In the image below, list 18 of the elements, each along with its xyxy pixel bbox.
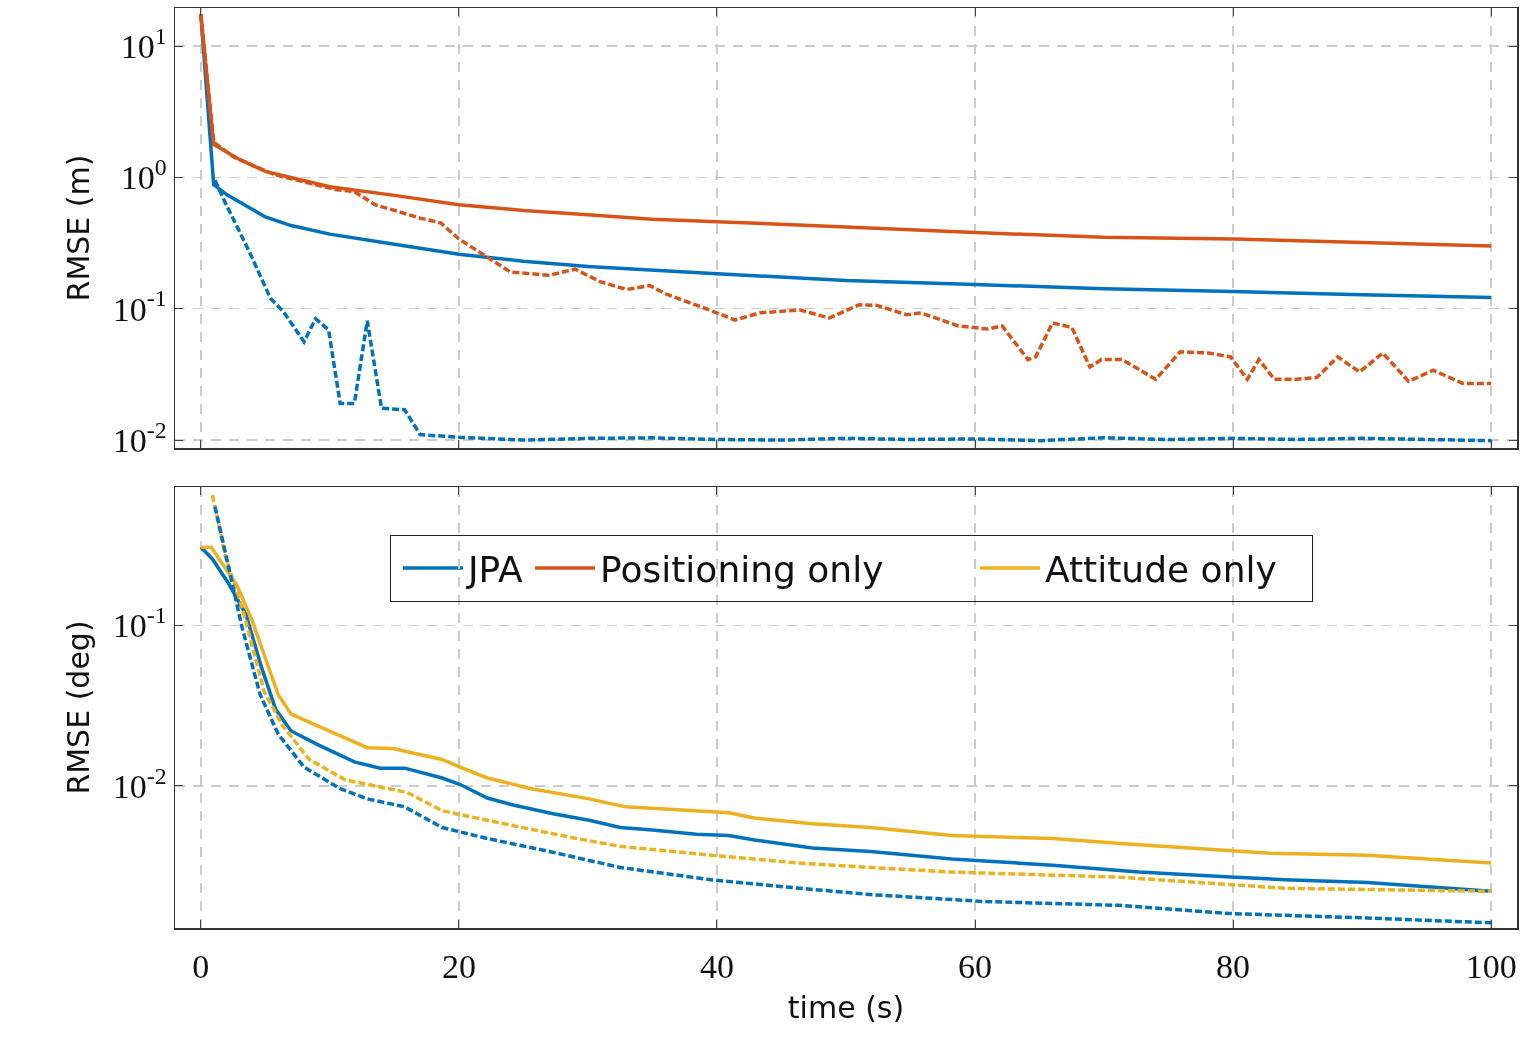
y-axis-title: RMSE (m) — [61, 154, 97, 302]
y-tick-label: 10$^{-2}$ — [112, 762, 167, 805]
x-tick-label: 20 — [441, 948, 476, 986]
x-tick-label: 60 — [958, 948, 993, 986]
y-tick-label: 10$^{0}$ — [120, 154, 167, 197]
y-tick-label: 10$^{1}$ — [120, 22, 167, 65]
legend-label: Positioning only — [600, 548, 884, 590]
y-axis-title: RMSE (deg) — [61, 620, 97, 795]
legend-label: JPA — [466, 548, 524, 590]
x-tick-label: 80 — [1216, 948, 1251, 986]
x-axis-title: time (s) — [787, 989, 905, 1025]
x-tick-label: 100 — [1465, 948, 1517, 986]
legend-label: Attitude only — [1045, 548, 1277, 590]
x-tick-label: 40 — [699, 948, 734, 986]
y-tick-label: 10$^{-1}$ — [112, 602, 167, 645]
x-tick-label: 0 — [192, 948, 210, 986]
y-tick-label: 10$^{-2}$ — [112, 416, 167, 459]
y-tick-label: 10$^{-1}$ — [112, 285, 167, 328]
